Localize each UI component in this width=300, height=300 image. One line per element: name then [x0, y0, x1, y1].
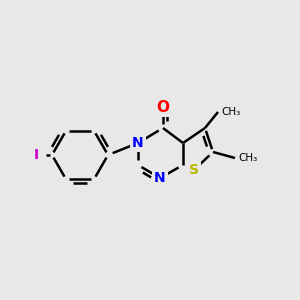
Text: CH₃: CH₃ — [238, 153, 257, 163]
Text: N: N — [132, 136, 144, 150]
Text: O: O — [157, 100, 169, 115]
Text: CH₃: CH₃ — [221, 107, 240, 117]
Text: N: N — [154, 171, 166, 185]
Text: S: S — [189, 163, 199, 177]
Text: I: I — [33, 148, 39, 162]
